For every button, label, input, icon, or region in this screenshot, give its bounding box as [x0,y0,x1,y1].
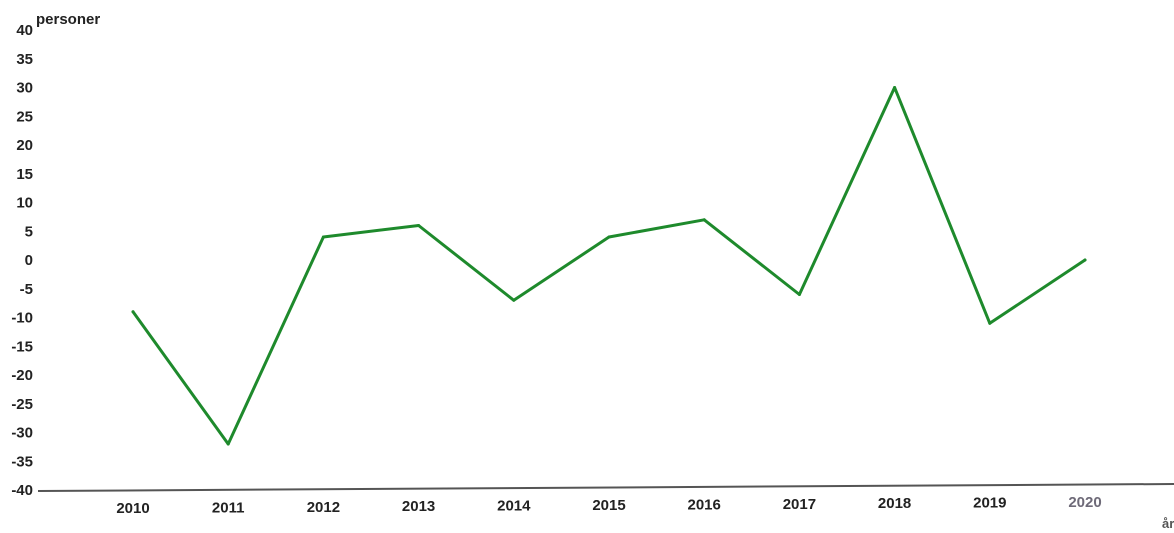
y-tick-label: -20 [11,367,33,384]
y-tick-label: -10 [11,310,33,327]
data-point-2018 [893,86,897,89]
y-tick-label: 10 [16,195,33,212]
series-points [131,86,1087,446]
x-tick-label: 2011 [212,499,245,516]
y-tick-label: 0 [25,252,33,269]
series-line [131,86,1087,446]
x-tick-label: 2017 [783,496,816,513]
x-tick-label: 2020 [1068,494,1101,511]
data-point-2020 [1083,258,1087,262]
data-point-2012 [321,235,325,239]
y-tick-label: 20 [16,137,33,154]
y-axis-unit-label: personer [36,11,100,28]
x-tick-label: 2016 [688,496,721,513]
data-point-2015 [607,235,611,239]
data-point-2013 [417,224,421,227]
y-tick-label: -40 [11,482,33,499]
x-tick-label: 2019 [973,495,1006,512]
y-tick-label: -15 [11,338,33,355]
data-point-2010 [131,310,135,314]
x-axis-line [37,483,1174,492]
x-tick-label: 2010 [116,500,149,517]
y-tick-label: -25 [11,396,33,413]
data-point-2014 [512,298,516,302]
y-tick-label: 5 [25,223,33,240]
y-tick-label: 15 [16,166,33,183]
x-tick-label: 2018 [878,495,911,512]
data-point-2019 [988,321,992,325]
y-tick-label: -35 [11,453,33,470]
x-tick-label: 2013 [402,498,435,515]
data-point-2016 [702,218,706,222]
x-axis-ticks: 2010 2011 2012 2013 2014 2015 2016 2017 2018 2019… [116,494,1101,517]
x-tick-label: 2015 [592,497,625,514]
y-tick-label: 35 [16,51,33,68]
y-tick-label: -5 [20,281,33,298]
y-axis-ticks: -40 -35 -30 -25 -20 -15 -10 -5 0 5 10 15 20 25 30 35 40 [11,22,33,499]
data-point-2011 [226,442,230,446]
y-tick-label: 25 [16,108,33,125]
data-point-2017 [797,293,801,296]
x-tick-label: 2012 [307,499,340,516]
y-tick-label: -30 [11,425,33,442]
y-tick-label: 40 [16,22,33,39]
y-tick-label: 30 [16,80,33,97]
x-tick-label: 2014 [497,498,531,515]
x-axis-unit-label: år [1162,516,1174,531]
